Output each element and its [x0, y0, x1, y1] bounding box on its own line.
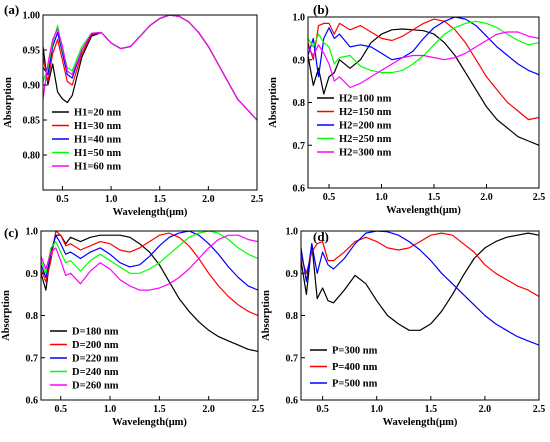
x-tick-label: 1.0 — [104, 404, 117, 415]
y-tick-label: 0.80 — [23, 151, 41, 162]
legend-label: H2=100 nm — [339, 94, 392, 105]
chart-panel-3: 0.5 1.0 1.5 2.0 2.5 0.6 0.7 0.8 0.9 1.0 Wavelength… — [1, 225, 264, 428]
x-tick-label: 2.5 — [252, 404, 265, 415]
legend: D=180 nm D=200 nm D=220 nm D=240 nm D=260 nm — [50, 327, 119, 392]
y-tick-label: 0.95 — [23, 46, 41, 57]
y-tick-label: 0.85 — [23, 116, 41, 127]
x-tick-label: 0.5 — [56, 194, 69, 205]
series-line-4 — [41, 231, 258, 274]
series-line-1 — [308, 28, 539, 146]
y-tick-label: 1.0 — [26, 227, 39, 238]
series-line-4 — [308, 20, 539, 74]
series-line-3 — [308, 17, 539, 78]
y-axis-label: Absorption — [261, 290, 272, 341]
legend-label: P=400 nm — [332, 362, 378, 373]
legend-label: H1=30 nm — [74, 121, 121, 132]
x-tick-label: 1.5 — [428, 192, 441, 203]
series-group — [308, 17, 539, 146]
chart-panel-4: 0.5 1.0 1.5 2.0 2.50.60.70.80.91.0Wavelength… — [261, 227, 545, 429]
legend-label: D=260 nm — [72, 381, 119, 392]
series-line-5 — [43, 15, 257, 121]
series-line-5 — [308, 31, 539, 89]
panel-label: (c) — [4, 225, 18, 240]
legend-label: D=220 nm — [72, 354, 119, 365]
legend-label: H1=50 nm — [74, 148, 121, 159]
x-axis-label: Wavelength(μm) — [112, 417, 187, 428]
y-tick-label: 0.6 — [26, 396, 39, 407]
legend: H2=100 nm H2=150 nm H2=200 nm H2=250 nm H2=3… — [317, 94, 392, 159]
legend-label: P=500 nm — [332, 379, 378, 390]
x-tick-label: 1.0 — [370, 404, 383, 415]
y-axis-label: Absorption — [1, 290, 12, 341]
x-tick-label: 2.0 — [480, 192, 493, 203]
plot-frame — [42, 14, 258, 191]
series-group — [41, 231, 258, 352]
x-tick-label: 2.0 — [479, 404, 492, 415]
x-tick-label: 2.5 — [533, 192, 546, 203]
legend: P=300 nm P=400 nm P=500 nm — [310, 346, 378, 390]
legend-label: H2=150 nm — [339, 107, 392, 118]
legend-label: H2=250 nm — [339, 134, 392, 145]
x-tick-label: 2.5 — [533, 404, 546, 415]
legend-label: H2=200 nm — [339, 121, 392, 132]
legend: H1=20 nm H1=30 nm H1=40 nm H1=50 nm H1=60 nm — [52, 108, 121, 173]
legend-label: H1=40 nm — [74, 135, 121, 146]
y-tick-label: 0.6 — [293, 184, 306, 195]
chart-panel-1: 0.5 1.0 1.5 2.0 2.5 0.80 0.85 0.90 0.95 1.00 Wavel… — [3, 2, 263, 218]
y-tick-label: 0.8 — [293, 98, 306, 109]
y-tick-label: 0.90 — [23, 81, 41, 92]
x-tick-label: 1.0 — [375, 192, 388, 203]
x-tick-label: 2.0 — [202, 404, 215, 415]
legend-label: P=300 nm — [332, 346, 378, 357]
x-tick-label: 1.5 — [153, 194, 166, 205]
series-group — [301, 231, 539, 346]
legend-label: H2=300 nm — [339, 148, 392, 159]
y-tick-label: 1.0 — [286, 227, 299, 238]
legend-label: H1=20 nm — [74, 108, 121, 119]
x-tick-label: 2.5 — [251, 194, 264, 205]
y-axis-label: Absorption — [268, 77, 279, 128]
series-line-1 — [301, 232, 539, 331]
chart-panel-2: 0.5 1.0 1.5 2.0 2.5 0.6 0.7 0.8 0.9 1.0 Wavelength… — [268, 2, 545, 216]
legend-label: H1=60 nm — [74, 162, 121, 173]
legend-label: D=180 nm — [72, 327, 119, 338]
y-tick-label: 0.6 — [286, 396, 299, 407]
y-tick-label: 0.7 — [286, 353, 299, 364]
series-group — [43, 15, 257, 121]
y-axis-label: Absorption — [3, 77, 14, 128]
y-tick-label: 0.9 — [26, 269, 39, 280]
x-axis-label: Wavelength(μm) — [386, 205, 461, 216]
x-tick-label: 0.5 — [323, 192, 336, 203]
y-tick-label: 0.8 — [286, 311, 299, 322]
x-tick-label: 1.5 — [425, 404, 438, 415]
x-tick-label: 1.5 — [153, 404, 166, 415]
x-tick-label: 1.0 — [105, 194, 118, 205]
x-axis-label: Wavelength(μm) — [383, 417, 458, 428]
legend-label: D=240 nm — [72, 367, 119, 378]
y-tick-label: 0.7 — [26, 353, 39, 364]
series-line-2 — [301, 232, 539, 298]
y-tick-label: 0.7 — [293, 141, 306, 152]
panel-label: (a) — [4, 2, 19, 17]
x-axis-label: Wavelength(μm) — [113, 207, 188, 218]
panel-label: (b) — [313, 2, 329, 17]
series-line-2 — [41, 231, 258, 317]
series-line-3 — [41, 231, 258, 291]
panel-label: (d) — [313, 229, 329, 244]
y-tick-label: 1.00 — [23, 11, 41, 22]
plot-frame — [300, 230, 540, 401]
y-tick-label: 0.9 — [293, 55, 306, 66]
x-tick-label: 2.0 — [202, 194, 215, 205]
y-tick-label: 0.9 — [286, 269, 299, 280]
legend-label: D=200 nm — [72, 340, 119, 351]
x-tick-label: 0.5 — [54, 404, 67, 415]
y-tick-label: 1.0 — [293, 13, 306, 24]
y-tick-label: 0.8 — [26, 311, 39, 322]
series-line-2 — [308, 18, 539, 121]
x-tick-label: 0.5 — [316, 404, 329, 415]
series-line-5 — [41, 234, 258, 291]
series-line-3 — [301, 231, 539, 346]
